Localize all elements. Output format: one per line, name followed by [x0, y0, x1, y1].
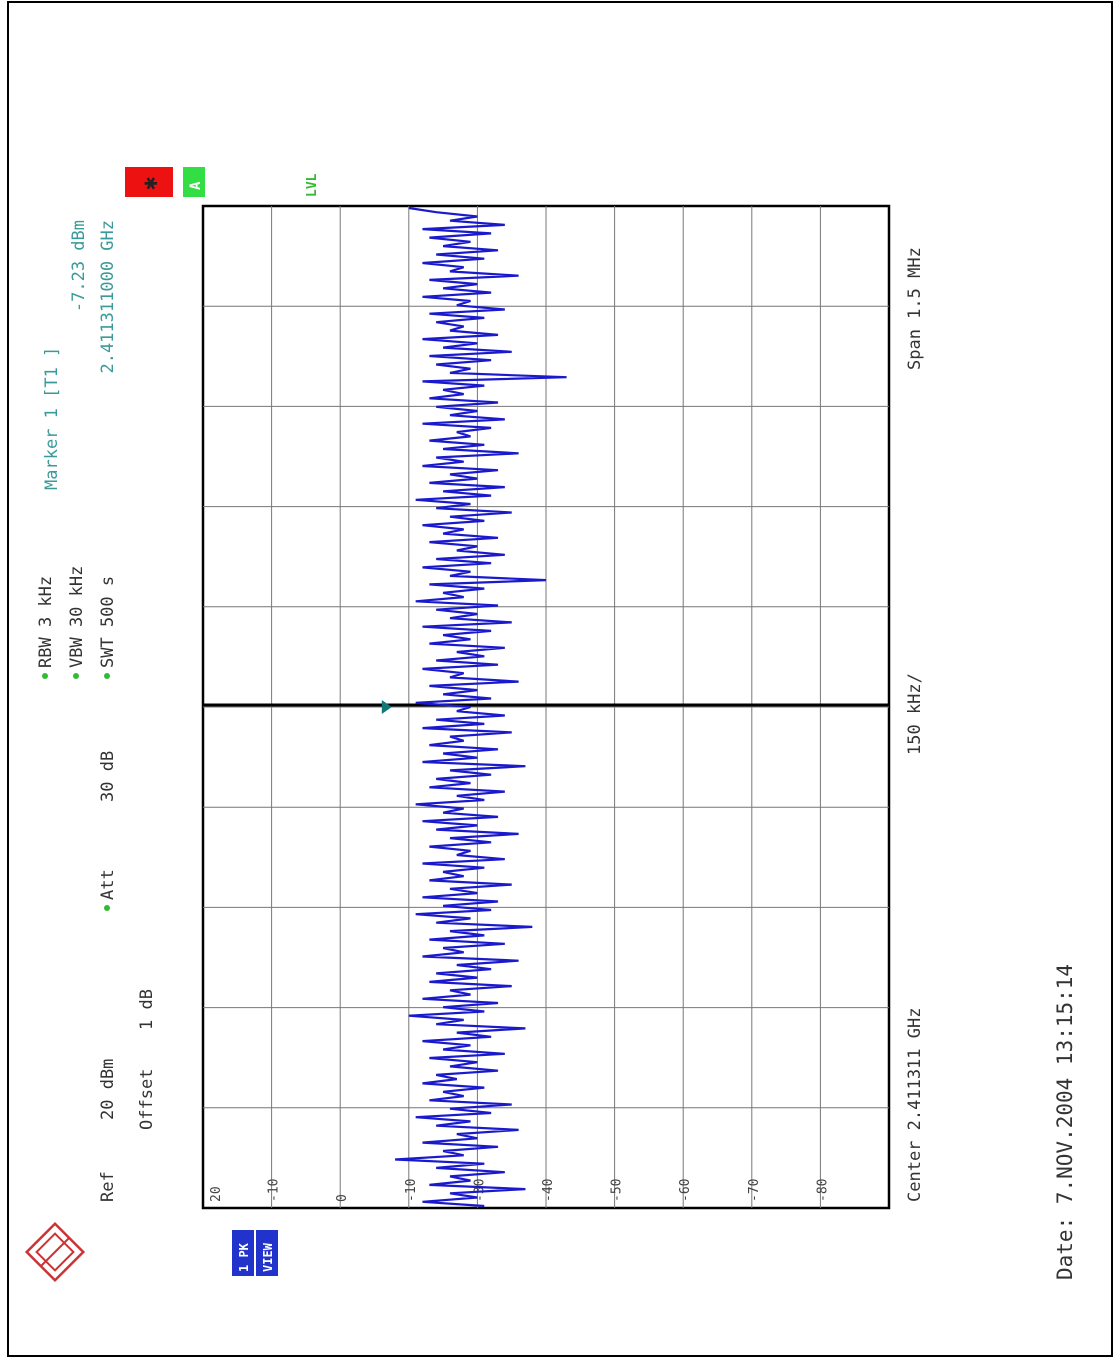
y-tick-label: 0: [335, 1194, 350, 1202]
grid-lines: [203, 206, 889, 1208]
trace-badge-top: [232, 1230, 254, 1276]
rs-logo-icon: [24, 1221, 86, 1283]
trace-badge-line2: VIEW: [261, 1242, 275, 1272]
y-tick-label: -50: [610, 1179, 625, 1202]
trace-badge-bottom: [256, 1230, 278, 1276]
tag-a-text: A: [188, 181, 204, 190]
marker-triangle: [381, 700, 392, 714]
y-tick-label: -60: [678, 1179, 693, 1202]
rbw-text: RBW 3 kHz: [36, 576, 56, 668]
plot-area: 20 -10 0 -10 -30 -40 -50 -60 -70 -80: [201, 204, 891, 1210]
ref-value: 20 dBm: [98, 1059, 118, 1120]
swt-text: SWT 500 s: [98, 576, 118, 668]
marker-readout: Marker 1 [T1 ] -7.23 dBm 2.411311000 GHz: [42, 220, 118, 490]
y-tick-labels: 20 -10 0 -10 -30 -40 -50 -60 -70 -80: [209, 1179, 830, 1202]
green-tag: [183, 167, 205, 197]
frequency-per-division: 150 kHz/: [905, 673, 925, 755]
y-tick-label: -10: [267, 1179, 282, 1202]
timestamp: Date: 7.NOV.2004 13:15:14: [1053, 964, 1077, 1280]
page-border: [7, 1, 1113, 1357]
bw-group: RBW 3 kHz VBW 30 kHz SWT 500 s: [36, 566, 118, 679]
y-tick-label: 20: [209, 1186, 224, 1202]
att-value: 30 dB: [98, 751, 118, 802]
vbw-text: VBW 30 kHz: [67, 566, 87, 668]
tag-lvl-text: LVL: [305, 173, 320, 197]
att-label: Att: [98, 869, 118, 900]
att-group: Att 30 dB: [98, 751, 118, 911]
y-tick-label: -10: [404, 1179, 419, 1202]
red-tag: [125, 167, 173, 197]
trace-line: [395, 206, 567, 1208]
y-tick-label: -70: [747, 1179, 762, 1202]
center-frequency: Center 2.411311 GHz: [905, 1008, 925, 1202]
trace-badge-line1: 1 PK: [237, 1242, 251, 1272]
frequency-span: Span 1.5 MHz: [905, 247, 925, 370]
red-tag-icon: ✱: [138, 177, 163, 190]
offset-label: Offset: [137, 1069, 157, 1130]
y-tick-label: -80: [815, 1179, 830, 1202]
y-tick-label: -30: [472, 1179, 487, 1202]
offset-value: 1 dB: [137, 989, 157, 1030]
marker-title: Marker 1 [T1 ]: [42, 347, 62, 490]
ref-label: Ref: [98, 1171, 118, 1202]
y-tick-label: -40: [541, 1179, 556, 1202]
marker-level: -7.23 dBm: [69, 220, 89, 312]
marker-frequency: 2.411311000 GHz: [98, 220, 118, 374]
